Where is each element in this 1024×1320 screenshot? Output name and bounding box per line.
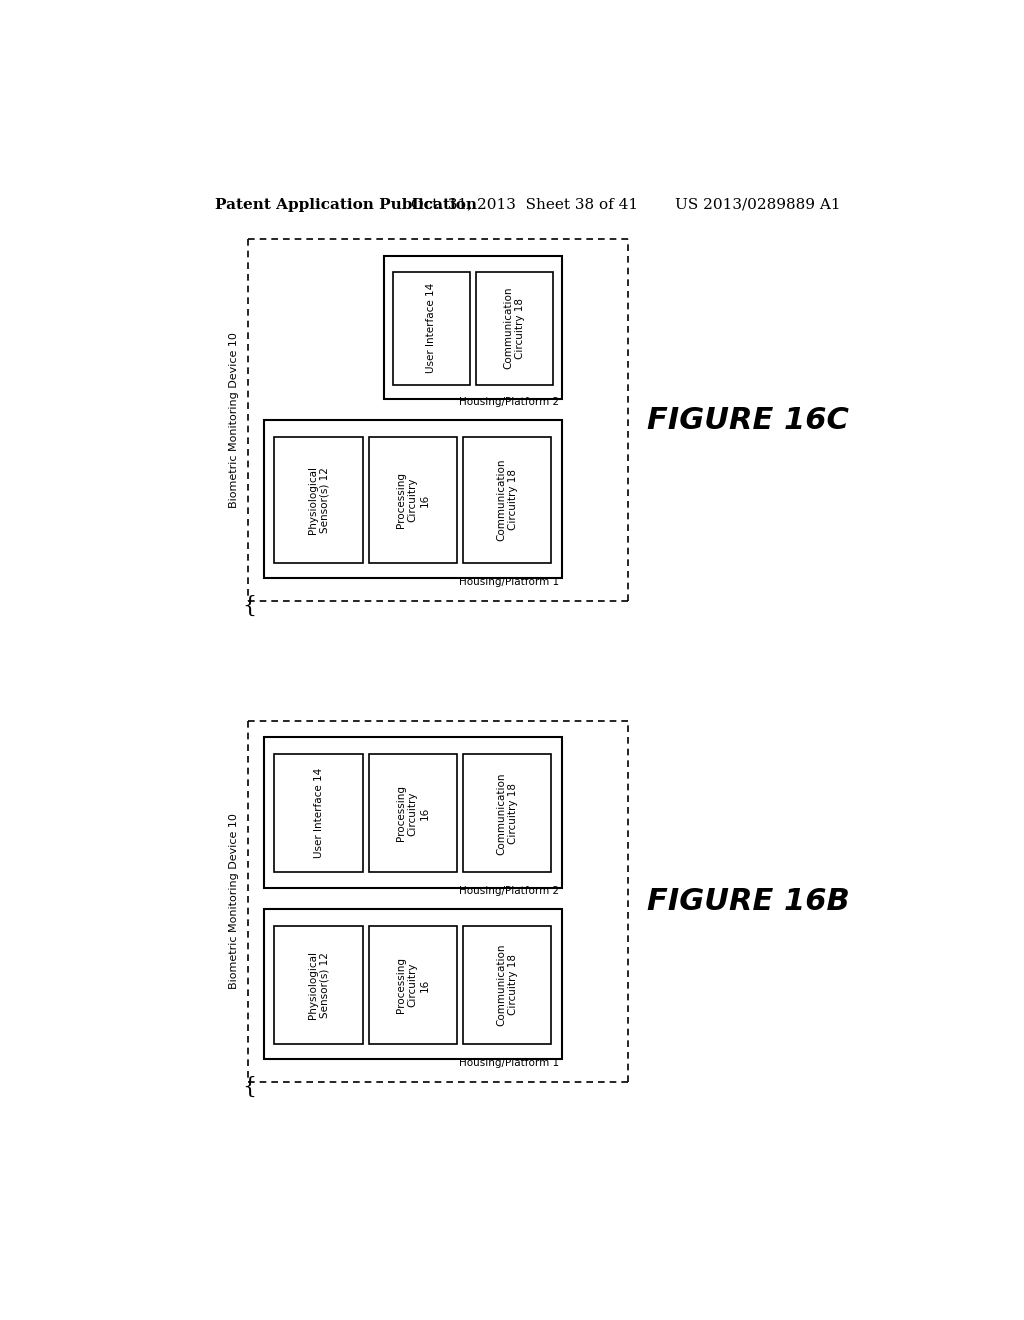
Bar xyxy=(274,927,362,1044)
Text: Processing
Circuitry
16: Processing Circuitry 16 xyxy=(396,785,429,841)
Bar xyxy=(263,738,562,887)
Text: {: { xyxy=(243,595,257,616)
Text: Processing
Circuitry
16: Processing Circuitry 16 xyxy=(396,957,429,1012)
Text: Processing
Circuitry
16: Processing Circuitry 16 xyxy=(396,471,429,528)
Bar xyxy=(263,420,562,578)
Bar xyxy=(393,272,470,385)
Text: {: { xyxy=(243,1076,257,1098)
Text: Housing/Platform 1: Housing/Platform 1 xyxy=(459,1057,559,1068)
Text: Communication
Circuitry 18: Communication Circuitry 18 xyxy=(504,286,525,370)
Text: FIGURE 16C: FIGURE 16C xyxy=(647,405,849,434)
Text: User Interface 14: User Interface 14 xyxy=(426,282,436,374)
Text: Oct. 31, 2013  Sheet 38 of 41: Oct. 31, 2013 Sheet 38 of 41 xyxy=(412,198,638,211)
Text: US 2013/0289889 A1: US 2013/0289889 A1 xyxy=(676,198,841,211)
Text: Communication
Circuitry 18: Communication Circuitry 18 xyxy=(497,458,518,541)
Text: User Interface 14: User Interface 14 xyxy=(313,768,324,858)
Bar xyxy=(463,927,551,1044)
Bar xyxy=(369,927,457,1044)
Text: FIGURE 16B: FIGURE 16B xyxy=(646,887,849,916)
Text: Housing/Platform 2: Housing/Platform 2 xyxy=(459,397,559,407)
Bar xyxy=(274,755,362,873)
Text: Patent Application Publication: Patent Application Publication xyxy=(215,198,477,211)
Text: Biometric Monitoring Device 10: Biometric Monitoring Device 10 xyxy=(229,333,240,508)
Bar xyxy=(476,272,553,385)
Text: Housing/Platform 1: Housing/Platform 1 xyxy=(459,577,559,586)
Text: Communication
Circuitry 18: Communication Circuitry 18 xyxy=(497,944,518,1026)
Text: Biometric Monitoring Device 10: Biometric Monitoring Device 10 xyxy=(229,813,240,990)
Bar xyxy=(384,256,562,399)
Bar xyxy=(463,755,551,873)
Bar xyxy=(369,437,457,562)
Bar xyxy=(274,437,362,562)
Text: Housing/Platform 2: Housing/Platform 2 xyxy=(459,886,559,896)
Text: Physiological
Sensor(s) 12: Physiological Sensor(s) 12 xyxy=(308,950,330,1019)
Text: Communication
Circuitry 18: Communication Circuitry 18 xyxy=(497,772,518,854)
Bar xyxy=(369,755,457,873)
Text: Physiological
Sensor(s) 12: Physiological Sensor(s) 12 xyxy=(308,466,330,533)
Bar xyxy=(263,909,562,1059)
Bar xyxy=(463,437,551,562)
